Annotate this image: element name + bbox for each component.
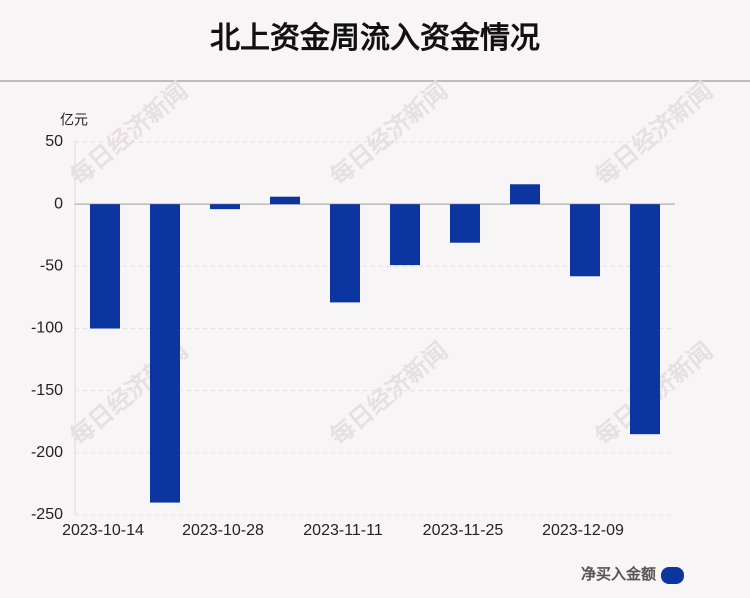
- chart-title: 北上资金周流入资金情况: [210, 21, 540, 55]
- bar: [270, 196, 300, 205]
- y-tick-label: -200: [31, 444, 63, 461]
- legend-label: 净买入金额: [581, 565, 656, 583]
- y-tick-label: -150: [31, 382, 63, 399]
- bar: [630, 204, 660, 435]
- bar: [150, 204, 180, 503]
- y-unit: 亿元: [60, 112, 88, 128]
- bar: [210, 204, 240, 210]
- bar: [510, 184, 540, 205]
- legend-swatch: [661, 567, 684, 584]
- x-tick-label: 2023-11-25: [423, 522, 504, 539]
- y-tick-label: 0: [54, 195, 63, 212]
- y-tick-label: 50: [45, 133, 63, 150]
- bar: [570, 204, 600, 277]
- x-tick-label: 2023-10-28: [182, 522, 264, 539]
- x-tick-label: 2023-12-09: [542, 522, 624, 539]
- y-tick-label: -250: [31, 506, 63, 523]
- bar: [450, 204, 480, 243]
- y-tick-label: -100: [31, 320, 63, 337]
- bar: [390, 204, 420, 266]
- y-tick-label: -50: [40, 258, 63, 275]
- x-tick-label: 2023-10-14: [62, 522, 144, 539]
- bar: [330, 204, 360, 303]
- bar: [90, 204, 120, 329]
- x-tick-label: 2023-11-11: [303, 522, 383, 539]
